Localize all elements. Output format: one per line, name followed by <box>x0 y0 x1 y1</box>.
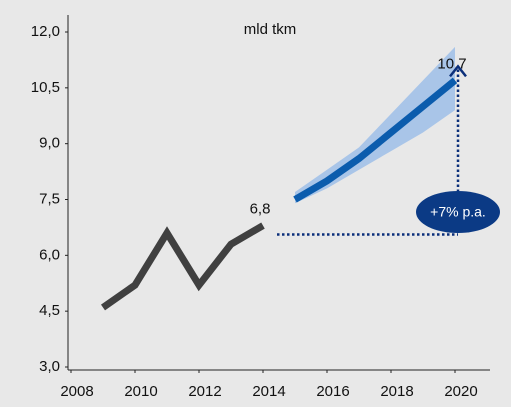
annotation-bubble <box>416 191 500 233</box>
series-line <box>293 77 458 203</box>
annotation-text: +7% p.a. <box>430 204 486 220</box>
x-tick-label: 2008 <box>60 383 93 400</box>
y-tick-label: 7,5 <box>39 190 60 207</box>
x-tick-label: 2012 <box>188 383 221 400</box>
x-tick-label: 2014 <box>252 383 285 400</box>
series-line <box>100 222 265 311</box>
x-tick-label: 2016 <box>316 383 349 400</box>
y-tick-label: 9,0 <box>39 135 60 152</box>
x-tick-label: 2020 <box>444 383 477 400</box>
arrow-head <box>449 64 467 78</box>
x-tick-label: 2010 <box>124 383 157 400</box>
y-tick-label: 3,0 <box>39 358 60 375</box>
forecast-band <box>295 46 455 204</box>
y-tick-label: 10,5 <box>31 79 60 96</box>
y-tick-label: 6,0 <box>39 246 60 263</box>
chart-title: mld tkm <box>244 21 297 38</box>
x-tick-label: 2018 <box>380 383 413 400</box>
y-tick-label: 4,5 <box>39 302 60 319</box>
y-tick-label: 12,0 <box>31 23 60 40</box>
value-label: 6,8 <box>250 201 271 218</box>
